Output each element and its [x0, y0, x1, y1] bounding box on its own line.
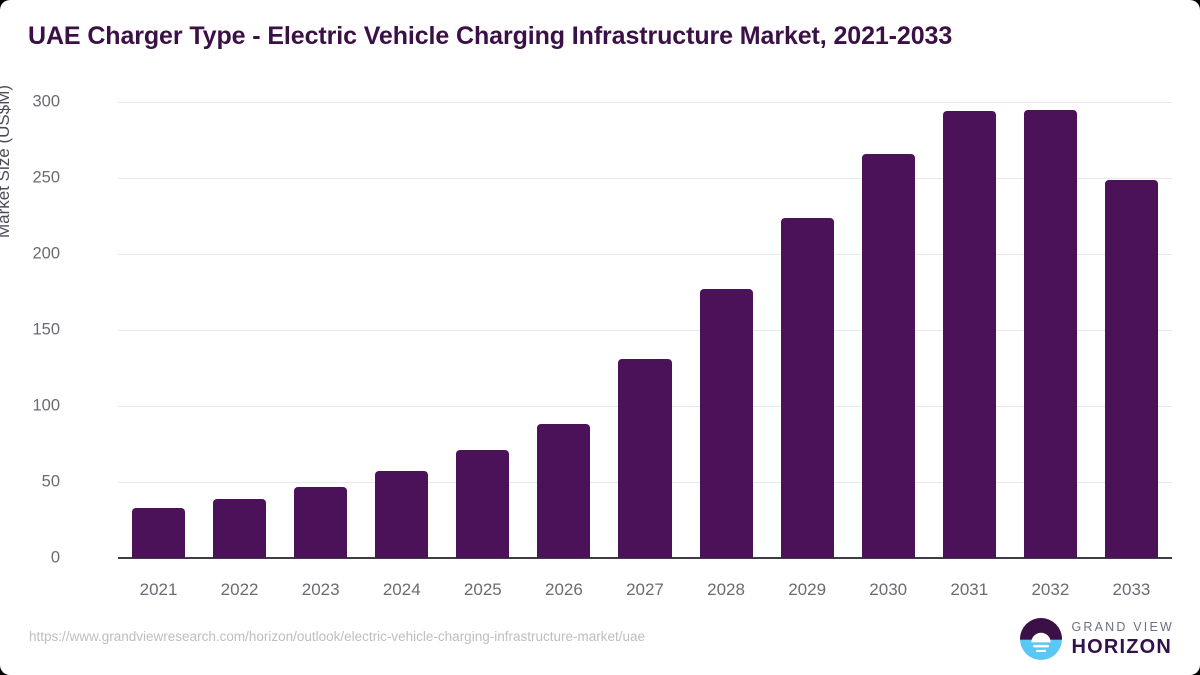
bar-slot: 2026: [523, 102, 604, 599]
bar[interactable]: [537, 424, 591, 558]
bar[interactable]: [131, 507, 186, 558]
bar-slot: 2030: [848, 102, 929, 599]
bar-slot: 2025: [442, 102, 523, 599]
x-axis-tick-label: 2024: [382, 580, 421, 599]
horizon-logo-icon: [1020, 618, 1063, 660]
y-axis-tick-label: 50: [41, 472, 60, 491]
y-axis-tick-label: 250: [32, 168, 60, 187]
logo-text: GRAND VIEW HORIZON: [1071, 621, 1174, 658]
bar-slot: 2022: [199, 102, 280, 599]
x-axis-tick-label: 2032: [1031, 580, 1070, 599]
gridline: [118, 254, 1172, 255]
bar[interactable]: [942, 111, 996, 558]
logo-line-grand-view: GRAND VIEW: [1071, 619, 1174, 634]
source-url[interactable]: https://www.grandviewresearch.com/horizo…: [29, 629, 646, 644]
bar-slot: 2029: [767, 102, 848, 599]
bar-slot: 2031: [929, 102, 1010, 599]
x-axis-tick-label: 2025: [463, 580, 502, 599]
brand-logo[interactable]: GRAND VIEW HORIZON: [1020, 618, 1174, 660]
bar[interactable]: [699, 288, 753, 558]
bar[interactable]: [213, 498, 267, 558]
x-axis-tick-label: 2031: [950, 580, 989, 599]
x-axis-tick-label: 2028: [707, 580, 745, 599]
x-axis-tick-label: 2033: [1112, 580, 1151, 599]
x-axis-tick-label: 2029: [788, 580, 827, 599]
y-axis-tick-label: 100: [32, 396, 60, 415]
gridline: [118, 178, 1172, 179]
bar[interactable]: [1104, 179, 1158, 558]
x-axis-tick-label: 2030: [869, 580, 908, 599]
bar-slot: 2032: [1010, 102, 1091, 599]
bar[interactable]: [618, 358, 672, 558]
bar[interactable]: [1023, 109, 1077, 558]
x-axis-tick-label: 2026: [544, 580, 583, 599]
bar-slot: 2033: [1091, 102, 1172, 599]
gridline: [118, 330, 1172, 331]
x-axis-tick-label: 2022: [220, 580, 259, 599]
gridline: [118, 102, 1172, 103]
bar[interactable]: [780, 217, 834, 558]
bar-slot: 2024: [361, 102, 442, 599]
bar-slot: 2021: [118, 102, 199, 599]
bar-slot: 2028: [686, 102, 767, 599]
page-title: UAE Charger Type - Electric Vehicle Char…: [28, 22, 953, 50]
x-axis-tick-label: 2021: [139, 580, 178, 599]
x-axis-line: [118, 557, 1172, 559]
bar-slot: 2023: [280, 102, 361, 599]
y-axis-tick-label: 200: [32, 244, 60, 263]
y-axis-tick-label: 300: [32, 92, 60, 111]
bar[interactable]: [456, 450, 510, 558]
bar[interactable]: [375, 471, 429, 558]
x-axis-tick-label: 2027: [626, 580, 664, 599]
x-axis-tick-label: 2023: [301, 580, 340, 599]
bar-slot: 2027: [604, 102, 685, 599]
bar[interactable]: [861, 153, 915, 558]
bar[interactable]: [294, 486, 348, 558]
y-axis-tick-label: 0: [50, 548, 60, 567]
logo-line-horizon: HORIZON: [1071, 636, 1173, 659]
bar-series: 2021 2022 2023 2024 2025 2026 2027 2028 2029 2030…: [118, 102, 1172, 599]
y-axis-tick-label: 150: [32, 320, 60, 339]
